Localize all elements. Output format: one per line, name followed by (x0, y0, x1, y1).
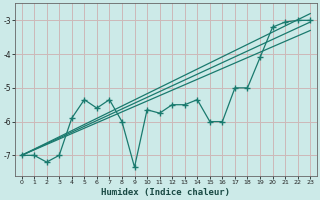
X-axis label: Humidex (Indice chaleur): Humidex (Indice chaleur) (101, 188, 230, 197)
